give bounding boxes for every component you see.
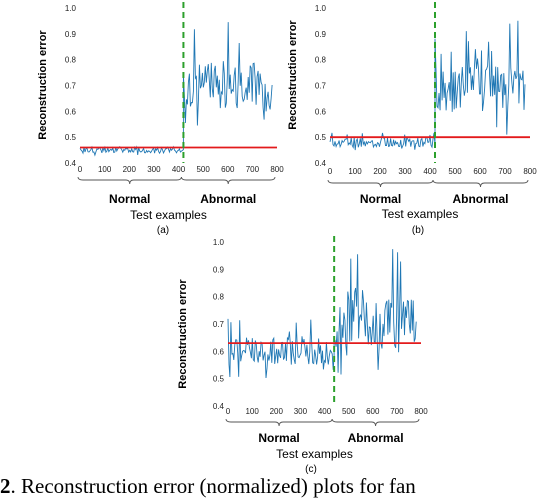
- group-label: Abnormal: [348, 431, 404, 445]
- x-tick-label: 200: [373, 167, 387, 176]
- x-tick-label: 500: [196, 165, 210, 174]
- group-label: Normal: [109, 192, 150, 206]
- x-tick-label: 400: [423, 167, 437, 176]
- y-tick-label: 0.7: [213, 320, 225, 329]
- group-brace: [180, 176, 276, 185]
- y-tick-label: 0.8: [315, 56, 327, 65]
- x-axis-label: Test examples: [130, 208, 207, 222]
- x-tick-label: 600: [366, 407, 380, 416]
- y-tick-label: 0.5: [315, 133, 327, 142]
- x-tick-label: 300: [398, 167, 412, 176]
- x-tick-label: 100: [245, 407, 259, 416]
- y-tick-label: 0.7: [65, 82, 77, 91]
- figure-caption: 2. Reconstruction error (normalized) plo…: [0, 474, 558, 499]
- y-tick-label: 0.7: [315, 82, 327, 91]
- y-tick-label: 1.0: [315, 4, 327, 13]
- group-label: Normal: [360, 192, 401, 206]
- y-tick-label: 0.6: [65, 107, 77, 116]
- error-series-line: [329, 20, 526, 151]
- x-tick-label: 800: [414, 407, 428, 416]
- y-axis-label: Reconstruction error: [37, 30, 49, 140]
- group-brace: [225, 418, 333, 427]
- y-tick-label: 0.6: [315, 107, 327, 116]
- x-tick-label: 0: [328, 167, 333, 176]
- error-series-line: [79, 22, 273, 157]
- y-axis-label: Reconstruction error: [177, 279, 189, 389]
- x-tick-label: 0: [226, 407, 231, 416]
- group-brace: [331, 418, 420, 427]
- group-label: Abnormal: [200, 192, 256, 206]
- error-series-line: [227, 249, 417, 379]
- x-tick-label: 100: [348, 167, 362, 176]
- y-tick-label: 0.4: [213, 402, 225, 411]
- x-tick-label: 600: [221, 165, 235, 174]
- y-tick-label: 0.9: [213, 265, 225, 274]
- x-axis-label: Test examples: [276, 447, 353, 461]
- caption-number: 2: [0, 474, 11, 498]
- x-tick-label: 400: [172, 165, 186, 174]
- chart-panel: 0.4 0.5 0.6 0.7 0.8 0.9 1.0 0 100 200 300 400 500 600…: [177, 236, 428, 475]
- x-tick-label: 500: [342, 407, 356, 416]
- y-tick-label: 0.9: [65, 30, 77, 39]
- x-tick-label: 100: [98, 165, 112, 174]
- x-axis-label: Test examples: [382, 207, 459, 221]
- group-brace: [77, 176, 182, 185]
- x-tick-label: 400: [318, 407, 332, 416]
- caption-text: . Reconstruction error (normalized) plot…: [10, 474, 416, 498]
- chart-panel: 0.4 0.5 0.6 0.7 0.8 0.9 1.0 0 100 200 300 400 500 600…: [287, 2, 537, 236]
- x-tick-label: 700: [498, 167, 512, 176]
- x-tick-label: 500: [448, 167, 462, 176]
- y-tick-label: 0.6: [213, 347, 225, 356]
- panel-label: (a): [157, 225, 169, 236]
- x-tick-label: 0: [78, 165, 83, 174]
- x-tick-label: 300: [147, 165, 161, 174]
- y-tick-label: 0.9: [315, 30, 327, 39]
- y-tick-label: 1.0: [65, 4, 77, 13]
- x-tick-label: 800: [523, 167, 537, 176]
- group-label: Normal: [258, 431, 299, 445]
- y-axis-label: Reconstruction error: [287, 20, 299, 130]
- x-tick-label: 700: [246, 165, 260, 174]
- x-tick-label: 300: [294, 407, 308, 416]
- x-tick-label: 200: [123, 165, 137, 174]
- x-tick-label: 200: [270, 407, 284, 416]
- group-label: Abnormal: [452, 192, 508, 206]
- y-tick-label: 0.5: [213, 375, 225, 384]
- x-tick-label: 800: [270, 165, 284, 174]
- x-tick-label: 600: [473, 167, 487, 176]
- y-tick-label: 0.8: [213, 293, 225, 302]
- y-tick-label: 0.8: [65, 56, 77, 65]
- y-tick-label: 1.0: [213, 238, 225, 247]
- panel-label: (c): [305, 464, 317, 475]
- group-brace: [327, 179, 434, 188]
- group-brace: [432, 179, 529, 188]
- panel-label: (b): [412, 225, 424, 236]
- chart-panel: 0.4 0.5 0.6 0.7 0.8 0.9 1.0 0 100 200 300 400 500 600…: [37, 2, 284, 236]
- y-tick-label: 0.4: [65, 159, 77, 168]
- x-tick-label: 700: [390, 407, 404, 416]
- y-tick-label: 0.4: [315, 159, 327, 168]
- y-tick-label: 0.5: [65, 133, 77, 142]
